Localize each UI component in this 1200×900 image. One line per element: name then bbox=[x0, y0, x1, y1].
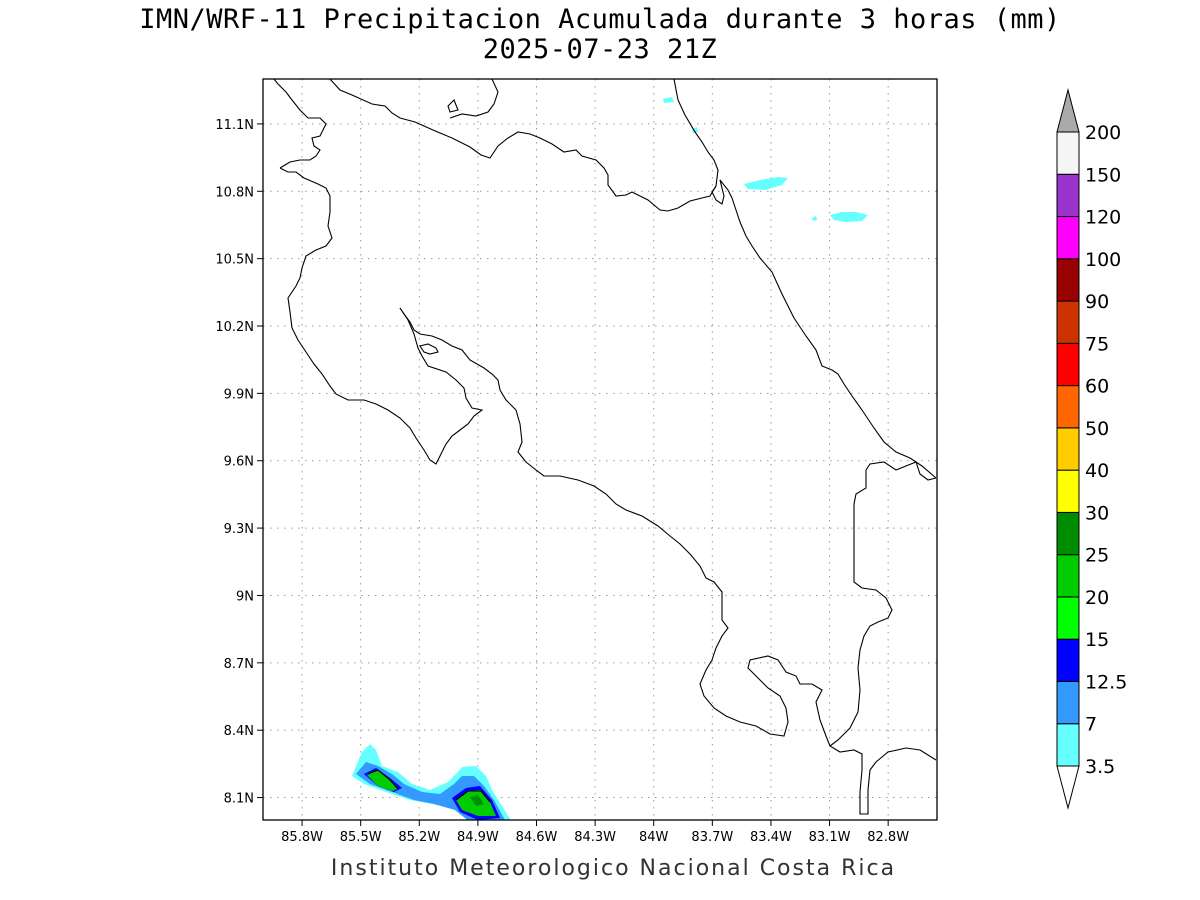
lake-nicaragua-shore bbox=[449, 79, 499, 119]
lat-tick-label: 8.1N bbox=[224, 792, 254, 807]
precip-cell-10 bbox=[830, 212, 868, 222]
legend-label: 90 bbox=[1085, 291, 1109, 313]
legend-label: 40 bbox=[1085, 460, 1109, 482]
lat-tick-label: 11.1N bbox=[215, 118, 254, 133]
precip-cell-9 bbox=[744, 177, 788, 190]
legend-swatch-13 bbox=[1056, 173, 1080, 218]
lon-tick-label: 84.3W bbox=[574, 830, 616, 845]
legend-label: 100 bbox=[1085, 249, 1121, 271]
lat-tick-label: 9.6N bbox=[224, 455, 254, 470]
map-subtitle: 2025-07-23 21Z bbox=[482, 34, 718, 65]
precip-cell-12 bbox=[470, 795, 484, 806]
legend-label: 3.5 bbox=[1085, 756, 1115, 778]
map-area bbox=[263, 79, 937, 820]
lon-tick-label: 85.8W bbox=[281, 830, 323, 845]
precip-cell-7 bbox=[663, 97, 674, 103]
nicaragua-costa-rica-border bbox=[329, 79, 717, 212]
legend-swatch-10 bbox=[1056, 300, 1080, 344]
precip-contour-line-1 bbox=[367, 769, 399, 790]
lat-tick-label: 10.8N bbox=[215, 185, 254, 200]
legend-label: 60 bbox=[1085, 376, 1109, 398]
coastlines bbox=[273, 79, 937, 815]
lat-tick-label: 8.7N bbox=[224, 657, 254, 672]
osa-peninsula-coast bbox=[399, 307, 831, 747]
legend-label: 25 bbox=[1085, 545, 1109, 567]
legend-label: 30 bbox=[1085, 502, 1109, 524]
lon-tick-label: 84.9W bbox=[457, 830, 499, 845]
precip-cell-5 bbox=[367, 770, 398, 791]
precip-contour-line-2 bbox=[455, 790, 491, 803]
lat-tick-label: 9.3N bbox=[224, 522, 254, 537]
lon-tick-label: 83.7W bbox=[691, 830, 733, 845]
legend-label: 75 bbox=[1085, 333, 1109, 355]
legend-swatch-6 bbox=[1056, 469, 1080, 513]
legend-label: 150 bbox=[1085, 164, 1121, 186]
legend-swatch-3 bbox=[1056, 596, 1080, 640]
chira-island bbox=[419, 343, 439, 355]
map-title: IMN/WRF-11 Precipitacion Acumulada duran… bbox=[139, 4, 1061, 35]
legend-upper-arrow bbox=[1056, 88, 1080, 133]
grid-lines bbox=[263, 79, 937, 820]
nicoya-north-coast bbox=[273, 79, 327, 169]
lat-tick-label: 8.4N bbox=[224, 724, 254, 739]
latitude-ticks: 11.1N 10.8N 10.5N 10.2N 9.9N 9.6N 9.3N 9N 8.7N 8.… bbox=[215, 118, 263, 807]
legend-lower-arrow bbox=[1056, 765, 1080, 810]
legend-label: 200 bbox=[1085, 122, 1121, 144]
lon-tick-label: 84W bbox=[639, 830, 669, 845]
legend-swatch-5 bbox=[1056, 511, 1080, 556]
lon-tick-label: 83.4W bbox=[750, 830, 792, 845]
legend-swatch-14 bbox=[1056, 131, 1080, 175]
lon-tick-label: 82.8W bbox=[867, 830, 909, 845]
legend-label: 15 bbox=[1085, 629, 1109, 651]
longitude-ticks: 85.8W 85.5W 85.2W 84.9W 84.6W 84.3W 84W 83.7W 83… bbox=[281, 820, 909, 845]
lat-tick-label: 10.5N bbox=[215, 253, 254, 268]
precipitation-cells bbox=[352, 97, 868, 820]
legend-label: 50 bbox=[1085, 418, 1109, 440]
lat-tick-label: 10.2N bbox=[215, 320, 254, 335]
legend-swatch-0 bbox=[1056, 723, 1080, 767]
legend-label: 120 bbox=[1085, 207, 1121, 229]
legend-swatch-8 bbox=[1056, 385, 1080, 429]
lon-tick-label: 83.1W bbox=[809, 830, 851, 845]
legend-swatch-1 bbox=[1056, 680, 1080, 725]
legend-swatch-12 bbox=[1056, 216, 1080, 260]
nicoya-gulf-coast bbox=[279, 167, 484, 465]
legend-label: 20 bbox=[1085, 587, 1109, 609]
lat-tick-label: 9.9N bbox=[224, 387, 254, 402]
legend-swatch-2 bbox=[1056, 638, 1080, 682]
legend-swatch-7 bbox=[1056, 427, 1080, 471]
color-legend: 3.5 7 12.5 15 20 25 30 40 50 60 75 90 100 120 150 200 bbox=[1056, 88, 1127, 810]
credit-text: Instituto Meteorologico Nacional Costa R… bbox=[330, 856, 897, 881]
caribbean-coast bbox=[673, 79, 937, 479]
lake-nicaragua-islet bbox=[447, 99, 459, 113]
lon-tick-label: 85.2W bbox=[398, 830, 440, 845]
legend-swatch-11 bbox=[1056, 258, 1080, 302]
lon-tick-label: 85.5W bbox=[340, 830, 382, 845]
legend-swatch-9 bbox=[1056, 342, 1080, 387]
legend-swatch-4 bbox=[1056, 554, 1080, 598]
map-frame bbox=[262, 78, 938, 821]
panama-border bbox=[829, 461, 937, 815]
precip-cell-11 bbox=[812, 216, 817, 221]
lon-tick-label: 84.6W bbox=[516, 830, 558, 845]
legend-label: 12.5 bbox=[1085, 671, 1127, 693]
legend-label: 7 bbox=[1085, 714, 1097, 736]
lat-tick-label: 9N bbox=[236, 589, 254, 604]
